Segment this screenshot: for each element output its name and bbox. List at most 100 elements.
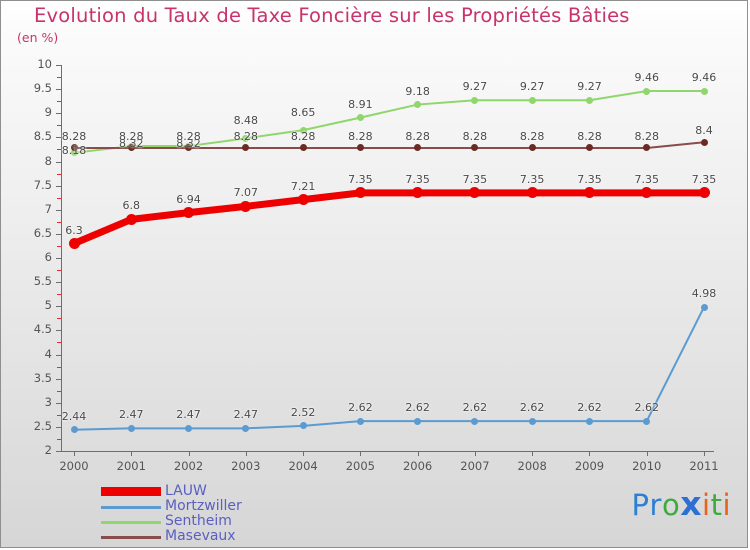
data-point [240,200,252,212]
data-label: 2.62 [405,401,430,415]
legend-swatch [101,506,161,509]
data-point [70,149,78,157]
data-point [412,187,424,199]
data-point [585,144,593,152]
y-tick-label: 3 [44,394,52,409]
logo-letter: t [710,488,723,522]
logo-letter: i [722,488,731,522]
y-tick [56,282,62,284]
y-tick-label: 10 [37,57,52,71]
data-point [185,424,193,432]
data-label: 8.28 [233,129,259,143]
data-label: 7.21 [290,179,316,193]
data-point [68,238,80,250]
data-point [641,187,653,199]
data-label: 7.35 [691,172,717,186]
x-tick [360,451,362,456]
x-tick [188,451,190,456]
data-label: 7.35 [462,172,488,186]
data-point [356,114,364,122]
y-tick-label: 5.5 [33,274,52,289]
legend-swatch [101,487,161,496]
data-label: 8.28 [290,129,316,143]
y-tick-label: 6 [44,250,52,264]
x-tick-label: 2011 [689,459,719,473]
y-tick-minor [57,197,61,199]
data-label: 2.62 [519,401,545,415]
data-label: 8.91 [348,97,373,111]
y-tick-label: 4.5 [33,322,52,337]
series-lines [70,90,708,431]
x-tick-label: 2009 [574,459,605,473]
data-label: 2.62 [462,401,488,415]
data-label: 4.98 [691,287,717,301]
y-tick-minor [57,125,61,127]
y-tick [56,209,62,211]
plot-area: 2 2.5 3 3.5 4 4.5 5 5.5 6 6.5 7 7.5 8 8.5 9 9.5 10 2000 2… [34,57,719,473]
data-point [127,144,135,152]
data-point [299,126,307,134]
data-label: 2.47 [176,408,201,422]
y-tick [56,89,62,91]
data-label: 9.27 [519,80,545,94]
data-point [299,422,307,430]
x-tick-label: 2000 [59,459,89,473]
data-point [700,303,708,311]
x-tick [417,451,419,456]
data-label: 8.28 [405,129,430,143]
x-tick-label: 2004 [288,459,318,473]
x-tick-label: 2007 [460,459,490,473]
x-tick [474,451,476,456]
data-point [700,87,708,95]
y-tick-minor [57,173,61,175]
data-point [414,101,422,109]
x-tick [589,451,591,456]
data-point [528,144,536,152]
y-tick-minor [57,270,61,272]
data-point [528,96,536,104]
y-tick-minor [57,77,61,79]
x-tick-label: 2005 [345,459,375,473]
legend-swatch [101,536,161,539]
y-tick-minor [57,390,61,392]
x-tick-label: 2003 [231,459,261,473]
y-tick [56,65,62,66]
logo-letter: i [702,488,711,522]
data-point [643,87,651,95]
data-point [125,213,137,225]
y-tick [56,161,62,163]
x-tick [245,451,247,456]
data-label: 7.07 [233,186,259,200]
y-tick [56,402,62,404]
y-tick-minor [57,221,61,223]
series-line-mortzwiller [73,306,705,431]
logo-letter: o [661,488,681,522]
logo-letter: P [631,488,650,522]
y-tick [56,451,62,452]
data-label: 9.18 [405,84,430,98]
data-label: 2.47 [119,408,144,422]
y-tick-minor [57,149,61,151]
series-line-masevaux [73,141,705,149]
data-point [526,187,538,199]
data-point [471,96,479,104]
x-tick [646,451,648,456]
data-point [585,417,593,425]
x-tick-label: 2006 [402,459,433,473]
data-label: 7.35 [405,172,430,186]
data-point [528,417,536,425]
data-point [700,138,708,146]
page-title: Evolution du Taux de Taxe Foncière sur l… [34,4,630,27]
data-label: 8.18 [61,143,87,157]
data-point [414,417,422,425]
data-point [242,134,250,142]
y-tick-label: 9.5 [33,81,52,96]
data-point [585,96,593,104]
legend-label: Masevaux [165,528,236,544]
data-label: 9.46 [691,71,717,85]
data-label: 8.28 [577,129,602,143]
data-point [354,187,366,199]
y-tick-minor [57,294,61,296]
data-label: 8.28 [634,129,659,143]
